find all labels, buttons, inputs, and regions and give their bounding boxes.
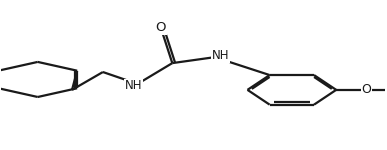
Text: O: O — [361, 83, 371, 96]
Text: NH: NH — [212, 49, 229, 62]
Text: O: O — [156, 21, 166, 34]
Text: NH: NH — [125, 79, 142, 92]
